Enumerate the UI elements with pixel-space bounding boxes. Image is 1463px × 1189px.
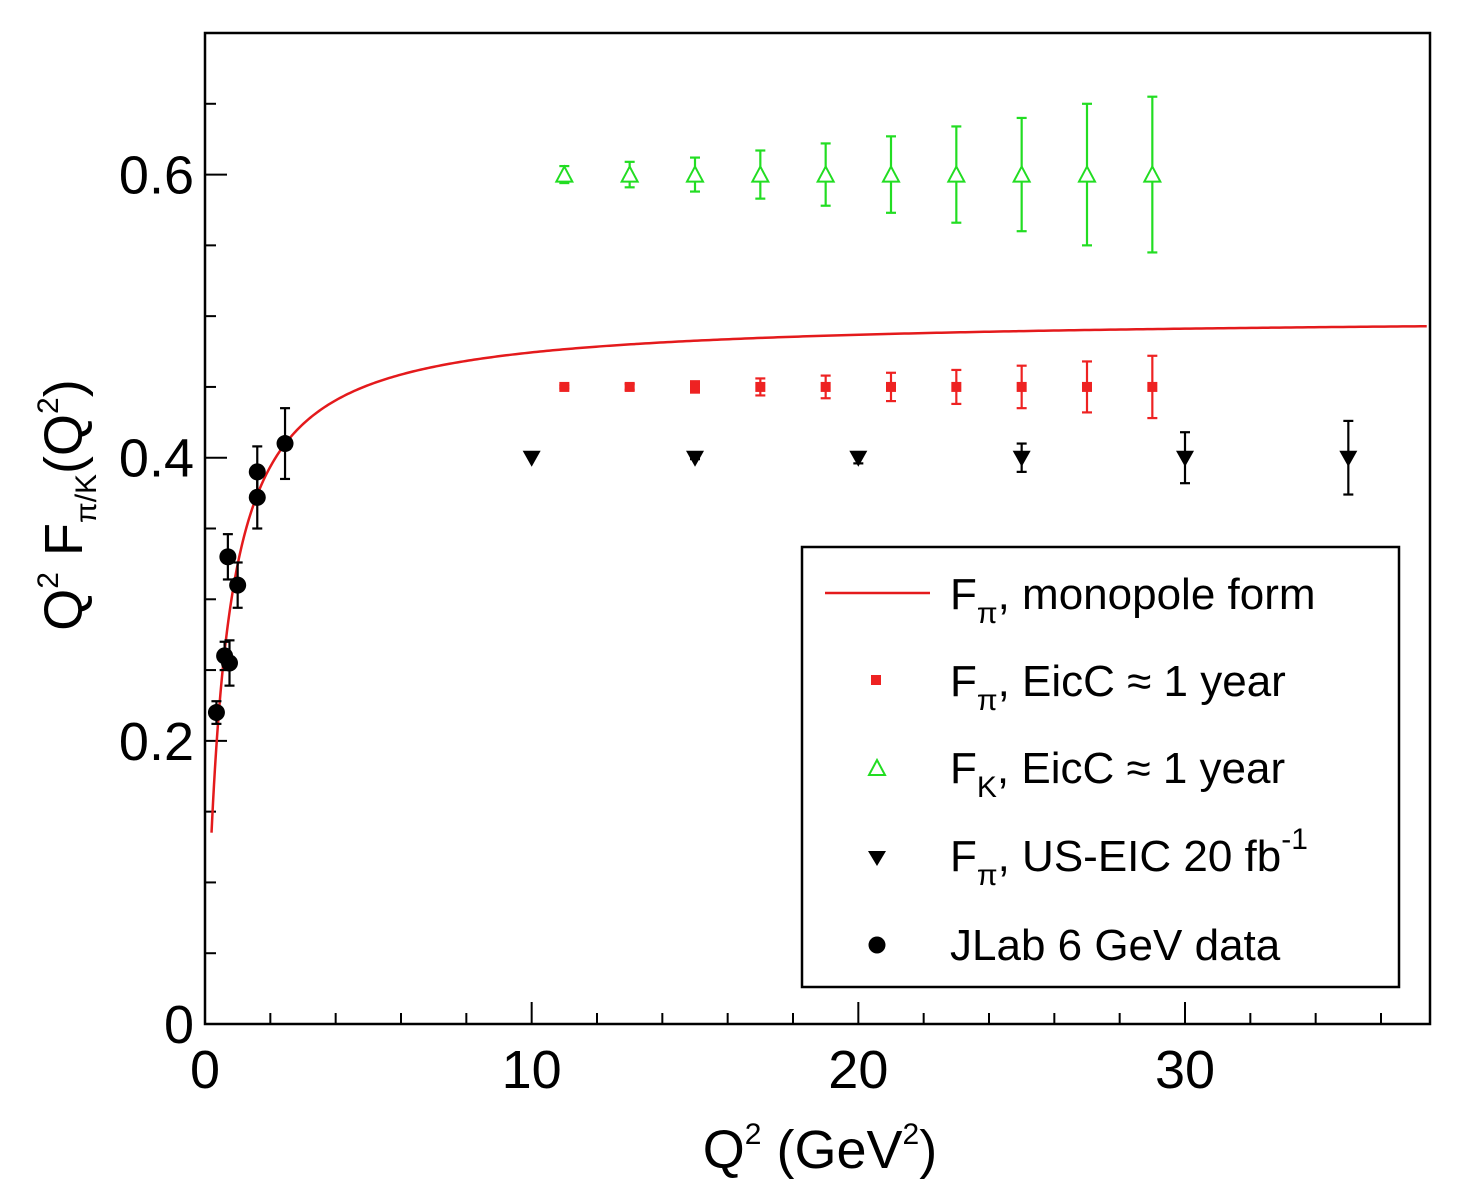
- legend-jlab-swatch: [868, 936, 886, 954]
- monopole-curve: [210, 324, 1427, 833]
- x-tick-label: 30: [1155, 1040, 1215, 1100]
- legend-label-curve: Fπ, monopole form: [950, 570, 1316, 630]
- data-point: [554, 164, 574, 183]
- data-point: [248, 463, 266, 481]
- data-point: [820, 381, 831, 392]
- y-tick-label: 0.6: [119, 146, 194, 206]
- y-tick-label: 0.2: [119, 712, 194, 772]
- y-tick-label: 0: [164, 995, 194, 1055]
- data-point: [1339, 450, 1358, 467]
- data-point: [1012, 450, 1031, 467]
- y-tick-label: 0.4: [119, 429, 194, 489]
- data-point: [229, 576, 247, 594]
- data-point: [1012, 164, 1032, 183]
- legend-eicc-k-swatch: [867, 757, 887, 776]
- data-point: [1142, 164, 1163, 183]
- curve-layer: [210, 324, 1427, 833]
- data-point: [221, 654, 238, 672]
- data-point: [849, 450, 868, 467]
- data-point: [276, 435, 294, 453]
- legend: Fπ, monopole form Fπ, EicC ≈ 1 year FK, …: [800, 545, 1401, 989]
- x-tick-label: 0: [190, 1040, 220, 1100]
- data-point: [522, 450, 541, 467]
- data-point: [559, 381, 570, 392]
- data-point: [685, 164, 705, 183]
- data-point: [946, 164, 966, 183]
- data-point: [207, 704, 225, 722]
- legend-label-jlab: JLab 6 GeV data: [950, 921, 1281, 970]
- axis-ticks: [204, 32, 1382, 1025]
- x-tick-label: 20: [828, 1040, 888, 1100]
- series-jlab: [207, 407, 294, 725]
- data-point: [816, 164, 836, 183]
- data-point: [1176, 450, 1194, 467]
- data-point: [686, 450, 704, 467]
- data-point: [1147, 381, 1158, 392]
- tick-labels: 0 10 20 30 0 0.2 0.4 0.6: [119, 146, 1215, 1100]
- data-point: [1077, 164, 1097, 183]
- data-point: [620, 164, 640, 183]
- legend-label-eicc-k: FK, EicC ≈ 1 year: [950, 744, 1285, 804]
- y-axis-title: Q2Fπ/K(Q2): [32, 379, 103, 630]
- legend-eicc-pi-swatch: [871, 675, 881, 685]
- data-point: [1082, 381, 1092, 392]
- series-layer: [207, 95, 1358, 725]
- data-point: [750, 164, 770, 183]
- series-eicc-k: [554, 95, 1163, 254]
- legend-label-us-eic: Fπ, US-EIC 20 fb-1: [950, 823, 1308, 892]
- series-eicc-pi: [559, 354, 1158, 420]
- legend-us-eic-swatch: [868, 851, 886, 866]
- legend-label-eicc-pi: Fπ, EicC ≈ 1 year: [950, 657, 1286, 717]
- data-point: [951, 381, 962, 392]
- x-tick-label: 10: [502, 1040, 562, 1100]
- data-point: [755, 381, 766, 392]
- series-us-eic: [522, 419, 1358, 496]
- data-point: [886, 381, 896, 392]
- x-axis-title: Q2 (GeV2): [703, 1118, 937, 1180]
- data-point: [624, 381, 635, 392]
- data-point: [881, 164, 901, 183]
- data-point: [219, 548, 237, 566]
- data-point: [690, 381, 700, 392]
- data-point: [1016, 381, 1027, 392]
- legend-box: [800, 545, 1401, 989]
